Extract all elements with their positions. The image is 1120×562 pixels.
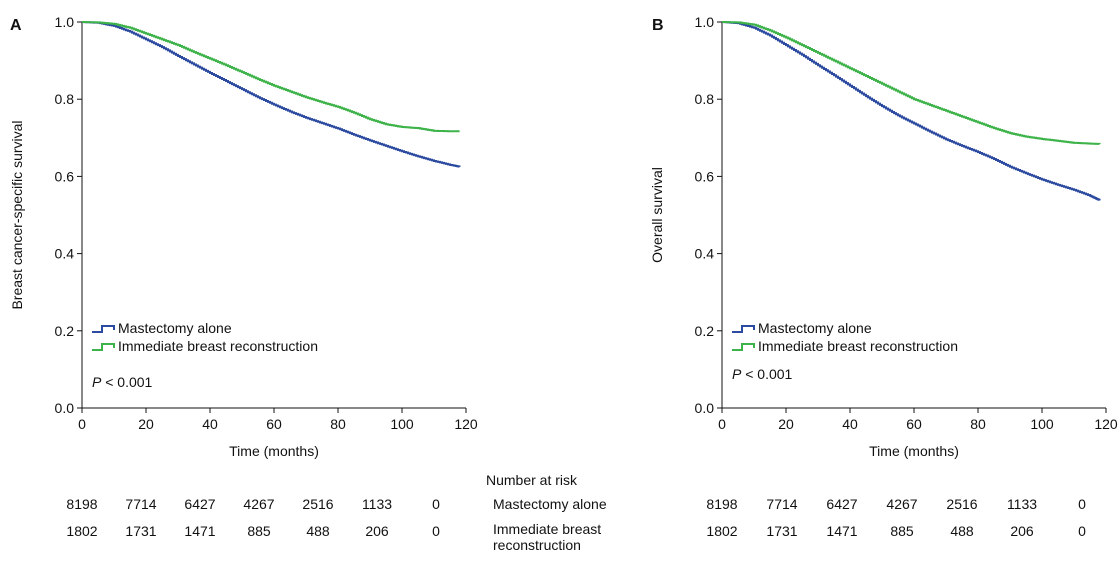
panel-label: A xyxy=(10,17,22,34)
legend-swatch xyxy=(732,343,755,351)
p-symbol: P xyxy=(732,366,742,382)
risk-cell: 206 xyxy=(365,523,389,539)
risk-row-left-mastectomy: 8198 7714 6427 4267 2516 1133 0 xyxy=(0,496,480,516)
x-axis-label: Time (months) xyxy=(869,443,959,459)
x-tick-label: 40 xyxy=(202,416,218,432)
y-tick-label: 0.6 xyxy=(55,168,75,184)
risk-cell: 1471 xyxy=(826,523,858,539)
legend-swatch xyxy=(92,343,115,351)
risk-cell: 8198 xyxy=(66,496,98,512)
risk-cell: 4267 xyxy=(243,496,275,512)
risk-row-label: Mastectomy alone xyxy=(493,496,607,512)
y-axis-label: Overall survival xyxy=(649,167,665,263)
risk-cell: 0 xyxy=(1078,523,1086,539)
p-value: < 0.001 xyxy=(741,366,792,382)
panel-label: B xyxy=(652,17,664,34)
risk-row-left-reconstruction: 1802 1731 1471 885 488 206 0 xyxy=(0,523,480,543)
risk-cell: 7714 xyxy=(125,496,157,512)
risk-cell: 885 xyxy=(890,523,914,539)
series-line xyxy=(722,21,1101,145)
risk-cell: 885 xyxy=(247,523,271,539)
x-tick-label: 60 xyxy=(906,416,922,432)
x-tick-label: 60 xyxy=(266,416,282,432)
risk-cell: 0 xyxy=(432,496,440,512)
y-tick-label: 1.0 xyxy=(55,14,75,30)
risk-table-header: Number at risk xyxy=(486,472,578,488)
x-axis-label: Time (months) xyxy=(229,443,319,459)
x-tick-label: 20 xyxy=(138,416,154,432)
chart-panel-a: A 0.0 0.2 0.4 0.6 0.8 1.0 0 20 40 60 80 100 120 Time (… xyxy=(9,14,478,459)
p-value-annotation: P < 0.001 xyxy=(92,374,153,390)
legend-label: Immediate breast reconstruction xyxy=(118,338,318,354)
y-tick-label: 0.0 xyxy=(695,400,715,416)
y-tick-label: 0.4 xyxy=(695,246,715,262)
legend-swatch xyxy=(732,325,755,333)
risk-cell: 1802 xyxy=(706,523,738,539)
risk-cell: 206 xyxy=(1010,523,1034,539)
risk-cell: 1731 xyxy=(766,523,798,539)
risk-cell: 1133 xyxy=(361,496,393,512)
risk-cell: 1133 xyxy=(1006,496,1038,512)
y-tick-label: 0.2 xyxy=(695,323,715,339)
x-tick-label: 20 xyxy=(778,416,794,432)
x-tick-label: 80 xyxy=(330,416,346,432)
risk-cell: 0 xyxy=(1078,496,1086,512)
x-tick-label: 80 xyxy=(970,416,986,432)
y-tick-label: 0.8 xyxy=(695,91,715,107)
risk-cell: 0 xyxy=(432,523,440,539)
risk-cell: 4267 xyxy=(886,496,918,512)
risk-cell: 6427 xyxy=(826,496,858,512)
risk-cell: 8198 xyxy=(706,496,738,512)
x-tick-label: 100 xyxy=(1030,416,1054,432)
x-tick-label: 100 xyxy=(390,416,414,432)
risk-cell: 488 xyxy=(306,523,330,539)
risk-cell: 2516 xyxy=(946,496,978,512)
p-value-annotation: P < 0.001 xyxy=(732,366,793,382)
legend-label: Mastectomy alone xyxy=(118,320,232,336)
legend-label: Mastectomy alone xyxy=(758,320,872,336)
x-tick-label: 120 xyxy=(1094,416,1118,432)
risk-cell: 7714 xyxy=(766,496,798,512)
legend-swatch xyxy=(92,325,115,333)
risk-cell: 2516 xyxy=(302,496,334,512)
series-line xyxy=(82,21,461,168)
x-tick-label: 120 xyxy=(454,416,478,432)
series-line xyxy=(82,21,460,133)
risk-row-right-mastectomy: 8198 7714 6427 4267 2516 1133 0 xyxy=(0,496,1120,516)
chart-panel-b: B 0.0 0.2 0.4 0.6 0.8 1.0 0 20 40 60 80 100 120 Time (… xyxy=(649,14,1118,459)
legend-label: Immediate breast reconstruction xyxy=(758,338,958,354)
risk-cell: 1471 xyxy=(184,523,216,539)
risk-cell: 1802 xyxy=(66,523,98,539)
risk-cell: 488 xyxy=(950,523,974,539)
y-tick-label: 0.2 xyxy=(55,323,75,339)
y-axis-label: Breast cancer-specific survival xyxy=(9,120,25,309)
p-value: < 0.001 xyxy=(101,374,152,390)
risk-row-right-reconstruction: 1802 1731 1471 885 488 206 0 xyxy=(0,523,1120,543)
y-tick-label: 0.0 xyxy=(55,400,75,416)
x-tick-label: 40 xyxy=(842,416,858,432)
y-tick-label: 0.8 xyxy=(55,91,75,107)
x-tick-label: 0 xyxy=(78,416,86,432)
p-symbol: P xyxy=(92,374,102,390)
y-tick-label: 1.0 xyxy=(695,14,715,30)
risk-cell: 1731 xyxy=(125,523,157,539)
series-line xyxy=(722,21,1101,201)
x-tick-label: 0 xyxy=(718,416,726,432)
risk-cell: 6427 xyxy=(184,496,216,512)
risk-row-label: Immediate breast reconstruction xyxy=(493,521,602,553)
y-tick-label: 0.6 xyxy=(695,168,715,184)
y-tick-label: 0.4 xyxy=(55,246,75,262)
